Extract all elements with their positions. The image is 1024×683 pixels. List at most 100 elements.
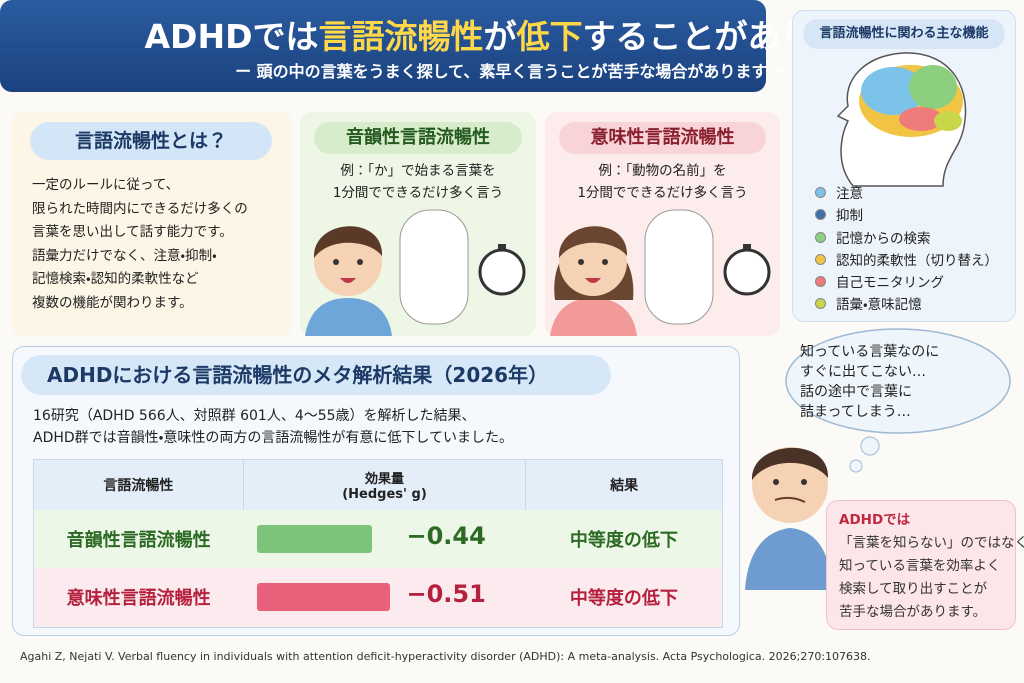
definition-line: 言葉を思い出して話す能力です。 [32,224,233,240]
result-row: 音韻性言語流暢性 −0.44 中等度の低下 [33,509,723,568]
face [752,447,828,523]
citation: Agahi Z, Nejati V. Verbal fluency in ind… [20,650,871,663]
subtitle: ー 頭の中の言葉をうまく探して、素早く言うことが苦手な場合があります ー [235,62,789,81]
word: … [653,299,665,314]
column-header-line: (Hedges' g) [342,486,427,502]
title-part: ADHDでは [144,17,319,56]
function-label: 注意 [836,186,863,202]
example-line: 例：「動物の名前」を [598,163,727,179]
function-label: 語彙・意味記憶 [836,297,922,314]
brain-illustration [836,52,967,187]
thought-text: 知っている言葉なのに すぐに出てこない… 話の途中で言葉に 詰まってしまう… [800,342,996,422]
function-item: 語彙・意味記憶 [815,294,998,316]
eye [801,479,807,485]
semantic-example: 例：「動物の名前」を 1分間でできるだけ多く言う [545,160,780,204]
word: かばん [408,233,445,248]
example-line: 1分間でできるだけ多く言う [577,185,748,201]
brain-region [861,67,925,115]
word: 犬 [653,217,666,231]
function-label: 自己モニタリング [836,275,944,292]
function-item: 記憶からの検索 [815,228,998,250]
phonemic-heading: 音韻性言語流暢性 [314,122,522,154]
eye [773,479,779,485]
function-dot [815,298,826,310]
function-dot [815,209,826,221]
definition-heading: 言語流暢性とは？ [30,122,272,160]
thought-dot [860,436,880,456]
function-label: 抑制 [836,208,863,225]
thought-dot [849,459,863,473]
effect-cell: −0.44 [243,510,526,568]
thought-line: 話の途中で言葉に [800,384,912,400]
row-name: 音韻性言語流暢性 [66,529,211,551]
word: ぞう [653,283,678,297]
definition-line: 語彙力だけでなく、注意・抑制・ [32,247,217,264]
word: かさ [408,217,433,231]
result: 中等度の低下 [569,529,678,551]
word-list: かさ かばん かぜ かみ かえる… [408,216,464,315]
column-header: 効果量 (Hedges' g) [243,459,527,510]
word: うさぎ [653,250,690,264]
note-line: 検索して取り出すことが [839,581,988,597]
brain-region [909,65,957,109]
functions-panel: 言語流暢性に関わる主な機能 注意抑制記憶からの検索認知的柔軟性（切り替え） 自己モ… [792,10,1016,322]
column-header: 言語流暢性 [33,459,244,510]
note-line: 「言葉を知らない」のではなく、 [839,535,1024,551]
row-name: 意味性言語流暢性 [66,588,211,610]
mouth [774,496,806,503]
description-line: ADHD群では音韻性・意味性の両方の言語流暢性が有意に低下していました。 [33,430,514,446]
meta-description: 16研究（ADHD 566人、対照群 601人、4〜55歳）を解析した結果、 AD… [33,405,513,449]
phonemic-card: 音韻性言語流暢性 例：「か」で始まる言葉を 1分間でできるだけ多く言う かさかばん… [300,112,536,336]
word: … [408,299,420,314]
description-line: 16研究（ADHD 566人、対照群 601人、4〜55歳）を解析した結果、 [33,408,476,424]
brain-region [934,111,962,131]
title-part: が [483,17,517,56]
function-label: 記憶からの検索 [836,230,931,247]
note-text: ADHDでは「言葉を知らない」のではなく、 知っている言葉を効率よく 検索して取り出… [839,509,1024,624]
semantic-heading: 意味性言語流暢性 [559,122,766,154]
results-table: 言語流暢性 効果量 (Hedges' g) 結果 音韻性言語流暢性 −0.44 中等度の低下… [33,459,723,628]
function-dot [815,187,826,198]
result-row: 意味性言語流暢性 −0.51 中等度の低下 [33,567,723,628]
result: 中等度の低下 [569,588,678,610]
function-item: 自己モニタリング [815,272,998,294]
hair [751,447,829,480]
note-line: 知っている言葉を効率よく [839,558,1001,574]
column-header-line: 効果量 [364,471,404,487]
effect-bar [257,582,390,611]
timer-label: 1分 [735,267,759,282]
column-header: 結果 [525,459,723,510]
word: 猫 [653,233,666,248]
functions-list: 注意抑制記憶からの検索認知的柔軟性（切り替え） 自己モニタリング 語彙・意味記憶 [815,183,998,317]
header-row: 言語流暢性 効果量 (Hedges' g) 結果 [33,459,723,510]
word-list: 犬猫うさぎライオンぞう … [653,216,709,315]
word: かみ [408,266,433,281]
thought-line: 知っている言葉なのに [800,344,940,360]
function-item: 抑制 [815,205,998,227]
note-line: 苦手な場合があります。 [839,604,987,620]
word: かぜ [408,250,433,264]
word: ライオン [653,266,702,281]
function-item: 注意 [815,183,998,205]
example-line: 1分間でできるだけ多く言う [332,185,504,201]
definition-line: 限られた時間内にできるだけ多くの [32,200,248,217]
definition-line: 一定のルールに従って、 [32,177,180,193]
definition-card: 言語流暢性とは？ 一定のルールに従って、限られた時間内にできるだけ多くの 言葉を思… [12,112,292,336]
header: ADHDでは言語流暢性が低下することがあります ー 頭の中の言葉をうまく探して、… [0,0,879,92]
function-dot [815,231,826,243]
thought-line: すぐに出てこない… [800,364,926,380]
example-line: 例：「か」で始まる言葉を [340,163,496,179]
brain-region [899,107,943,131]
thought-line: 詰まってしまう… [800,404,911,420]
function-dot [815,276,826,288]
phonemic-example: 例：「か」で始まる言葉を 1分間でできるだけ多く言う [300,160,536,204]
function-label: 認知的柔軟性（切り替え） [836,252,998,269]
effect-label: −0.51 [406,579,486,608]
functions-title: 言語流暢性に関わる主な機能 [803,19,1005,49]
shirt [745,528,832,590]
title-part: 言語流暢性 [318,17,484,56]
meta-heading: ADHDにおける言語流暢性のメタ解析結果（2026年） [21,355,611,395]
meta-card: ADHDにおける言語流暢性のメタ解析結果（2026年） 16研究（ADHD 56… [12,346,740,636]
note-line: ADHDでは [839,512,911,528]
